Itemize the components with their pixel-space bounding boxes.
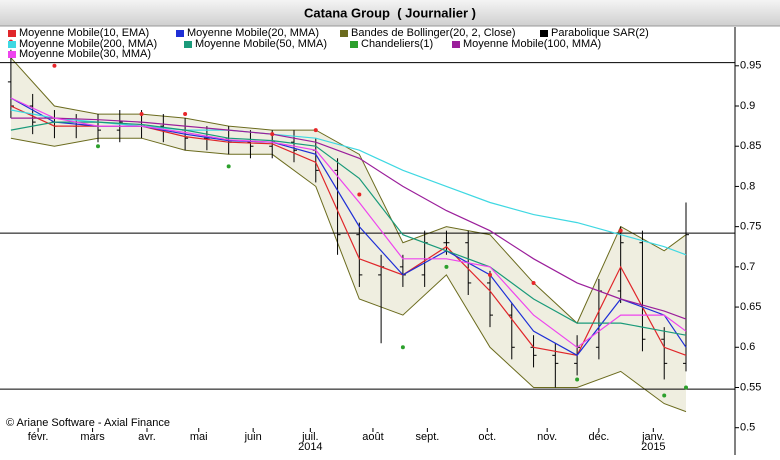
- sar-dot: [575, 377, 580, 382]
- x-tick-label: déc.: [588, 431, 609, 443]
- legend-swatch: [8, 41, 16, 48]
- x-tick-label: juil.: [301, 431, 319, 443]
- x-tick-label: oct.: [478, 431, 496, 443]
- x-tick-label: août: [362, 431, 383, 443]
- y-tick-label: 0.65: [740, 301, 761, 313]
- legend-swatch: [8, 30, 16, 37]
- legend-swatch: [452, 41, 460, 48]
- bollinger-upper: [10, 57, 687, 324]
- x-tick-label: juin: [244, 431, 262, 443]
- sar-dot: [531, 280, 536, 285]
- sar-dot: [139, 112, 144, 117]
- y-tick-label: 0.8: [740, 180, 755, 192]
- bollinger-lower: [10, 137, 687, 413]
- x-tick-label: janv.: [641, 431, 664, 443]
- legend-swatch: [184, 41, 192, 48]
- legend-label: Moyenne Mobile(100, MMA): [463, 38, 601, 50]
- chart-title: Catana Group ( Journalier ): [304, 5, 476, 20]
- legend-label: Moyenne Mobile(200, MMA): [19, 38, 157, 50]
- moving-average: [10, 109, 687, 256]
- plot-area: févr. mars avr. mai juin juil. août sept. oct. no…: [0, 39, 735, 453]
- sar-dot: [444, 264, 449, 269]
- moving-average: [10, 121, 687, 336]
- sar-dot: [313, 128, 318, 133]
- y-tick-label: 0.85: [740, 140, 761, 152]
- year-label: 2015: [641, 441, 665, 453]
- x-tick-label: févr.: [28, 431, 49, 443]
- x-tick-label: avr.: [138, 431, 156, 443]
- legend-label: Moyenne Mobile(20, MMA): [187, 27, 319, 39]
- sar-dot: [400, 345, 405, 350]
- legend-swatch: [340, 30, 348, 37]
- y-tick-label: 0.9: [740, 100, 755, 112]
- credit: © Ariane Software - Axial Finance: [6, 417, 170, 429]
- legend-swatch: [350, 41, 358, 48]
- x-tick-label: mars: [80, 431, 105, 443]
- legend-label: Moyenne Mobile(50, MMA): [195, 38, 327, 50]
- legend-label: Chandeliers(1): [361, 38, 433, 50]
- x-tick-label: nov.: [537, 431, 557, 443]
- year-label: 2014: [298, 441, 322, 453]
- legend-swatch: [176, 30, 184, 37]
- sar-dot: [357, 192, 362, 197]
- legend: Moyenne Mobile(10, EMA) Moyenne Mobile(20…: [8, 27, 649, 60]
- y-tick-label: 0.95: [740, 60, 761, 72]
- y-tick-label: 0.7: [740, 261, 755, 273]
- legend-label: Moyenne Mobile(30, MMA): [19, 48, 151, 60]
- sar-dot: [488, 272, 492, 277]
- y-tick-label: 0.6: [740, 341, 755, 353]
- legend-swatch: [540, 30, 548, 37]
- x-tick-label: sept.: [415, 431, 439, 443]
- sar-dot: [226, 164, 231, 169]
- moving-average: [10, 117, 687, 320]
- sar-dot: [684, 385, 688, 390]
- sar-dot: [96, 144, 100, 149]
- y-tick-label: 0.75: [740, 221, 761, 233]
- y-tick-label: 0.5: [740, 422, 755, 434]
- sar-dot: [270, 132, 275, 137]
- legend-label: Parabolique SAR(2): [551, 27, 649, 39]
- legend-label: Bandes de Bollinger(20, 2, Close): [351, 27, 515, 39]
- legend-swatch: [8, 51, 16, 58]
- sar-dot: [662, 393, 667, 398]
- legend-label: Moyenne Mobile(10, EMA): [19, 27, 149, 39]
- y-tick-label: 0.55: [740, 381, 761, 393]
- sar-dot: [52, 63, 57, 68]
- moving-average: [10, 97, 687, 349]
- x-tick-label: mai: [190, 431, 208, 443]
- sar-dot: [618, 228, 623, 233]
- title-bar: [0, 0, 780, 26]
- sar-dot: [183, 112, 188, 117]
